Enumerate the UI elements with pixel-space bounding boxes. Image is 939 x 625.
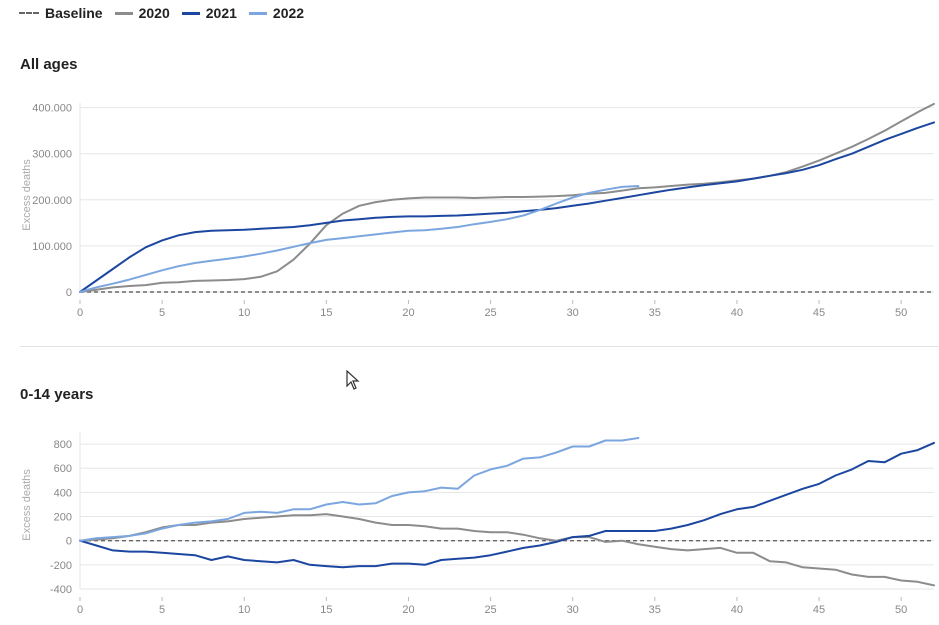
x-tick-label: 30 — [567, 307, 579, 319]
series-line-2020 — [79, 513, 935, 587]
y-tick-label: -200 — [50, 560, 72, 572]
x-tick-label: 50 — [895, 307, 907, 319]
x-tick-label: 20 — [402, 307, 414, 319]
legend-label-baseline: Baseline — [45, 5, 103, 21]
x-tick-label: 5 — [159, 307, 165, 319]
y-tick-label: 100.000 — [32, 241, 72, 253]
legend-swatch-baseline — [19, 12, 39, 14]
legend-swatch-2022 — [248, 11, 267, 15]
y-tick-label: 0 — [66, 536, 72, 548]
x-tick-label: 45 — [813, 604, 825, 616]
chart-title-all-ages: All ages — [20, 56, 78, 73]
x-tick-label: 0 — [77, 307, 83, 319]
series-line-2020 — [79, 102, 935, 293]
legend-item-2021[interactable]: 2021 — [181, 5, 237, 21]
x-tick-label: 35 — [649, 307, 661, 319]
legend-label-2022: 2022 — [272, 5, 305, 21]
x-tick-label: 15 — [320, 307, 332, 319]
x-tick-label: 30 — [567, 604, 579, 616]
series-line-2022 — [79, 185, 640, 293]
y-axis-title: Excess deaths — [21, 159, 33, 231]
series-line-2021 — [79, 441, 935, 569]
x-tick-label: 25 — [484, 307, 496, 319]
legend-swatch-2020 — [114, 11, 133, 15]
chart-title-0-14-years: 0-14 years — [20, 386, 94, 403]
x-tick-label: 10 — [238, 307, 250, 319]
y-tick-label: 400.000 — [32, 103, 72, 115]
y-tick-label: 800 — [54, 439, 72, 451]
x-tick-label: 10 — [238, 604, 250, 616]
y-tick-label: 600 — [54, 463, 72, 475]
legend-swatch-2021 — [181, 11, 200, 15]
legend-item-baseline[interactable]: Baseline — [19, 5, 103, 21]
x-tick-label: 25 — [484, 604, 496, 616]
x-tick-label: 50 — [895, 604, 907, 616]
x-tick-label: 20 — [402, 604, 414, 616]
y-axis-title: Excess deaths — [21, 469, 33, 541]
x-tick-label: 45 — [813, 307, 825, 319]
series-line-2022 — [79, 437, 640, 542]
y-tick-label: 200.000 — [32, 195, 72, 207]
legend-label-2021: 2021 — [205, 5, 237, 21]
y-tick-label: 0 — [66, 287, 72, 299]
y-tick-label: 400 — [54, 487, 72, 499]
chart-all-ages: 0 100.000 200.000 300.000 400.000 0 5 10 15 20 25 3… — [21, 102, 935, 319]
x-tick-label: 0 — [77, 604, 83, 616]
x-tick-label: 40 — [731, 307, 743, 319]
mouse-cursor-icon — [346, 370, 360, 390]
legend-label-2020: 2020 — [138, 5, 170, 21]
legend-item-2022[interactable]: 2022 — [248, 5, 305, 21]
y-tick-label: -400 — [50, 584, 72, 596]
x-tick-label: 35 — [649, 604, 661, 616]
y-tick-label: 300.000 — [32, 149, 72, 161]
x-tick-label: 15 — [320, 604, 332, 616]
legend: Baseline 2020 2021 2022 — [19, 4, 316, 22]
y-tick-label: 200 — [54, 512, 72, 524]
legend-item-2020[interactable]: 2020 — [114, 5, 170, 21]
x-tick-label: 40 — [731, 604, 743, 616]
series-line-2021 — [79, 121, 935, 293]
panel-divider — [20, 346, 939, 347]
chart-0-14-years: -400 -200 0 200 400 600 800 0 5 10 15 20 25 30 35 40 45 5… — [21, 432, 935, 616]
x-tick-label: 5 — [159, 604, 165, 616]
